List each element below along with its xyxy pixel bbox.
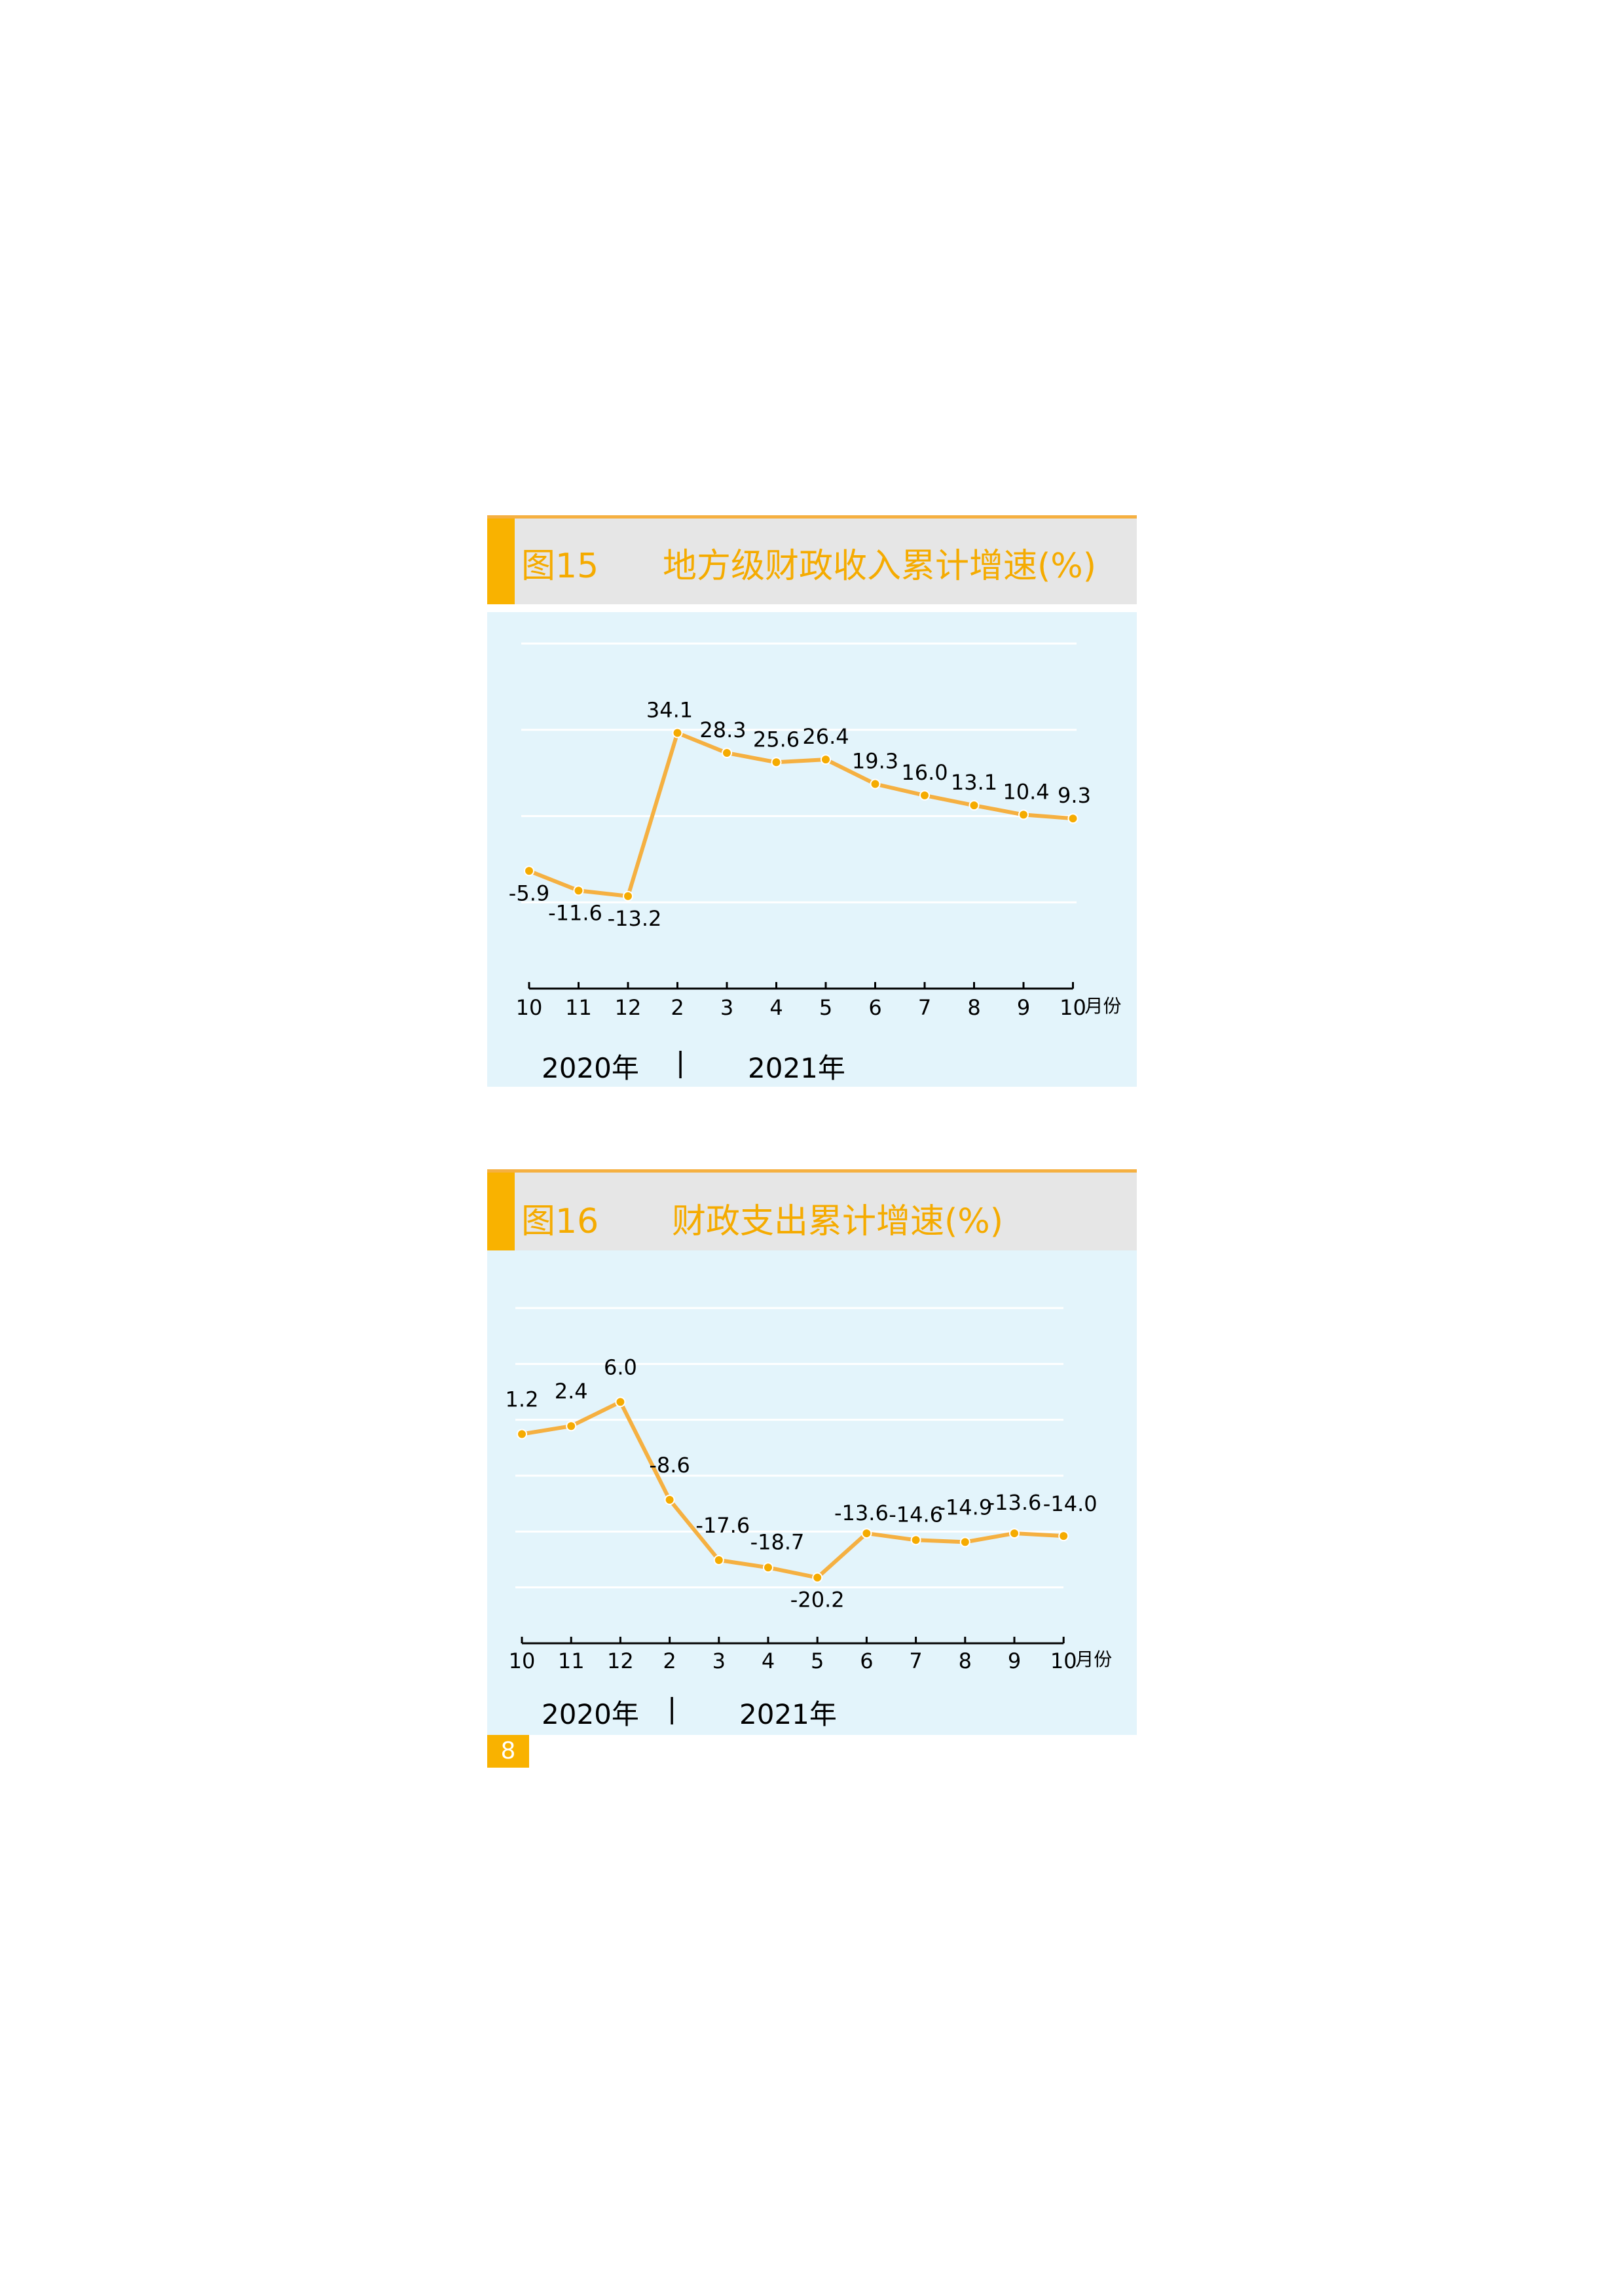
data-point (517, 1429, 527, 1440)
x-tick-label: 8 (967, 995, 980, 1020)
data-point (672, 727, 683, 738)
x-tick-label: 12 (615, 995, 642, 1020)
x-tick-label: 4 (769, 995, 783, 1020)
data-label: 13.1 (951, 770, 997, 795)
data-label: 1.2 (506, 1387, 539, 1412)
year-label-2021: 2021年 (739, 1698, 837, 1730)
year-separator: | (676, 1046, 686, 1078)
x-tick-label: 7 (918, 995, 931, 1020)
x-tick-label: 2 (671, 995, 684, 1020)
data-point (771, 757, 782, 768)
data-point (664, 1494, 675, 1505)
year-label-2020: 2020年 (542, 1052, 639, 1084)
data-point (763, 1562, 773, 1573)
x-tick-label: 10 (1050, 1649, 1077, 1673)
x-tick-label: 7 (909, 1649, 922, 1673)
x-tick-label: 9 (1017, 995, 1030, 1020)
data-label: -8.6 (649, 1453, 690, 1478)
data-point (1018, 809, 1029, 820)
data-label: 6.0 (604, 1355, 637, 1379)
year-label-2021: 2021年 (748, 1052, 845, 1084)
data-label: 25.6 (753, 727, 800, 752)
x-tick-label: 6 (860, 1649, 873, 1673)
data-label: -13.2 (608, 906, 662, 931)
data-point (1067, 813, 1079, 824)
data-label: 26.4 (802, 724, 849, 749)
year-separator: | (667, 1692, 677, 1724)
x-tick-label: 2 (663, 1649, 676, 1673)
figure-number: 图16 (521, 1202, 599, 1241)
data-label: -14.9 (938, 1495, 992, 1520)
data-point (623, 890, 633, 902)
x-tick-label: 4 (762, 1649, 775, 1673)
chart-title: 地方级财政收入累计增速(%) (663, 547, 1096, 586)
series-line (521, 1400, 1064, 1580)
data-point (969, 800, 980, 811)
data-point (812, 1572, 823, 1583)
data-label: -14.0 (1043, 1491, 1098, 1516)
x-tick-label: 5 (811, 1649, 824, 1673)
data-point (1009, 1528, 1020, 1539)
data-point (566, 1421, 577, 1432)
x-axis-unit: 月份 (1075, 1649, 1112, 1670)
data-label: -20.2 (790, 1588, 845, 1613)
data-label: -13.6 (987, 1490, 1042, 1515)
x-tick-label: 6 (868, 995, 881, 1020)
data-label: -13.6 (834, 1501, 889, 1525)
data-label: -11.6 (548, 900, 602, 925)
data-label: -5.9 (509, 881, 549, 905)
data-point (722, 748, 732, 759)
data-label: -18.7 (750, 1529, 805, 1554)
data-point (524, 866, 534, 877)
figure-number: 图15 (521, 547, 599, 586)
data-label: 19.3 (852, 748, 898, 773)
data-point (1058, 1531, 1069, 1542)
data-point (615, 1396, 626, 1408)
x-tick-label: 11 (558, 1649, 585, 1673)
chart-title: 财政支出累计增速(%) (672, 1202, 1003, 1241)
x-tick-label: 3 (712, 1649, 726, 1673)
x-tick-label: 10 (516, 995, 543, 1020)
data-point (959, 1537, 970, 1548)
data-label: 2.4 (555, 1379, 588, 1404)
chart-header: 图15 地方级财政收入累计增速(%) (487, 515, 1137, 604)
data-label: 9.3 (1058, 783, 1091, 808)
x-tick-label: 10 (1060, 995, 1086, 1020)
data-label: 28.3 (699, 718, 746, 742)
x-tick-label: 10 (509, 1649, 536, 1673)
chart-header: 图16 财政支出累计增速(%) (487, 1169, 1137, 1250)
data-point (861, 1528, 872, 1539)
year-label-2020: 2020年 (542, 1698, 639, 1730)
data-label: -17.6 (695, 1513, 750, 1538)
chart-panel-16: 图16 财政支出累计增速(%) 10 11 12 2 3 4 5 6 7 8 9 10 月份 1.2 2.4… (487, 1169, 1137, 1741)
data-point (821, 754, 831, 765)
data-label: 10.4 (1003, 779, 1049, 804)
x-tick-label: 9 (1008, 1649, 1021, 1673)
data-point (910, 1535, 921, 1546)
data-label: -14.6 (889, 1502, 943, 1527)
x-tick-label: 3 (720, 995, 733, 1020)
data-point (713, 1555, 724, 1566)
x-tick-label: 12 (607, 1649, 634, 1673)
chart-plot-area: 10 11 12 2 3 4 5 6 7 8 9 10 月份 1.2 2.4 6.0 -8.6 -17.6 -18.… (487, 1250, 1137, 1735)
page-number: 8 (487, 1735, 529, 1768)
header-accent-bar (487, 519, 515, 604)
data-point (919, 790, 930, 801)
header-accent-bar (487, 1173, 515, 1250)
x-tick-label: 8 (959, 1649, 972, 1673)
chart-panel-15: 图15 地方级财政收入累计增速(%) 10 11 12 2 3 4 5 6 7 8 9 10 月份 -5.… (487, 515, 1137, 1087)
x-tick-label: 5 (819, 995, 832, 1020)
x-tick-label: 11 (565, 995, 592, 1020)
data-label: 16.0 (901, 760, 948, 785)
chart-plot-area: 10 11 12 2 3 4 5 6 7 8 9 10 月份 -5.9 -11.6 -13.2 34.1 28.3… (487, 612, 1137, 1087)
data-label: 34.1 (646, 697, 693, 722)
x-axis-unit: 月份 (1085, 995, 1122, 1017)
data-point (870, 778, 881, 790)
series-line (528, 731, 1073, 898)
data-point (573, 885, 584, 896)
